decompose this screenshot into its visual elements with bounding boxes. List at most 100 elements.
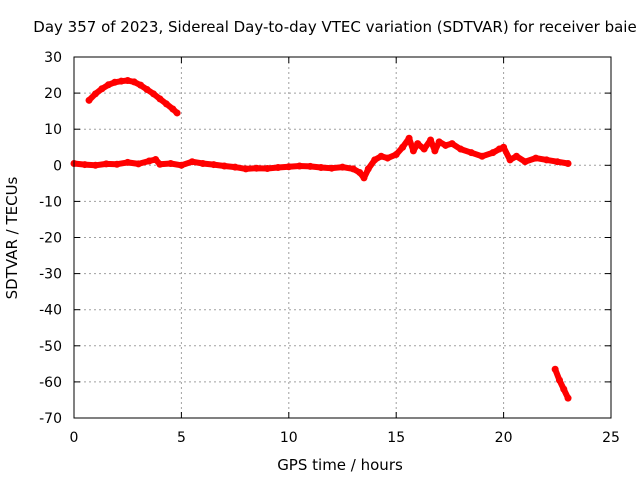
data-layer [70, 76, 572, 402]
data-point [442, 141, 450, 149]
data-point [113, 160, 121, 168]
x-tick-label: 25 [602, 430, 620, 446]
y-axis-label: SDTVAR / TECUs [3, 176, 21, 299]
data-point [448, 140, 456, 148]
y-tick-label: -30 [39, 267, 62, 283]
data-point [111, 78, 119, 86]
data-point [188, 158, 196, 166]
data-point [130, 78, 138, 86]
data-point [356, 169, 364, 177]
data-point [384, 154, 392, 162]
data-point [253, 164, 261, 172]
data-point [339, 163, 346, 171]
x-tick-label: 0 [70, 430, 79, 446]
data-point [349, 165, 357, 173]
data-point [167, 159, 175, 167]
data-point [91, 90, 99, 98]
data-point [409, 147, 417, 155]
data-point [543, 156, 551, 164]
data-point [177, 161, 185, 169]
data-point [285, 163, 293, 171]
data-point [156, 160, 164, 168]
data-point [137, 81, 145, 89]
data-point [377, 152, 385, 160]
data-point [521, 158, 529, 166]
x-tick-label: 20 [495, 430, 513, 446]
data-point [220, 162, 228, 170]
data-point [317, 163, 325, 171]
data-point [102, 160, 110, 168]
x-tick-label: 10 [280, 430, 298, 446]
data-point [91, 161, 99, 169]
data-point [489, 149, 497, 157]
chart-title: Day 357 of 2023, Sidereal Day-to-day VTE… [33, 18, 636, 36]
data-point [274, 163, 282, 171]
y-tick-label: -10 [39, 194, 62, 210]
data-point [296, 162, 304, 170]
data-point [328, 164, 336, 172]
data-point [210, 161, 218, 169]
data-point [532, 154, 540, 162]
y-tick-label: -40 [39, 303, 62, 319]
data-point [506, 156, 514, 164]
y-tick-label: -70 [39, 411, 62, 427]
data-point [435, 138, 443, 146]
data-point [405, 134, 413, 142]
axis-ticks: 0 5 10 15 20 25 -70 -60 -50 -40 -30 -20 -10 0 10 20 30 [39, 50, 620, 446]
data-point [242, 165, 250, 173]
series-lower-drop [552, 366, 571, 402]
data-point [306, 162, 314, 170]
data-point [500, 143, 508, 151]
data-point [149, 90, 157, 98]
data-point [117, 77, 125, 85]
data-point [263, 165, 271, 173]
data-point [231, 163, 239, 171]
data-point [199, 159, 207, 167]
data-point [564, 159, 572, 167]
data-point [360, 174, 368, 182]
data-point [467, 149, 475, 157]
y-tick-label: 0 [53, 158, 62, 174]
grid-lines [74, 57, 611, 418]
y-tick-label: -20 [39, 231, 62, 247]
x-tick-label: 5 [177, 430, 186, 446]
data-point [555, 376, 563, 384]
data-point [85, 96, 93, 104]
data-point [512, 152, 520, 160]
data-point [162, 100, 170, 108]
data-point [478, 152, 486, 160]
data-point [145, 157, 153, 165]
data-point [564, 394, 572, 402]
data-point [156, 95, 164, 103]
y-tick-label: 20 [44, 86, 62, 102]
data-point [364, 165, 372, 173]
data-point [427, 136, 435, 144]
y-tick-label: 30 [44, 50, 62, 66]
data-point [371, 156, 379, 164]
data-point [124, 76, 132, 84]
data-point [457, 145, 465, 153]
data-point [173, 109, 181, 117]
data-point [431, 147, 439, 155]
y-tick-label: 10 [44, 122, 62, 138]
data-point [134, 160, 142, 168]
data-point [420, 145, 428, 153]
data-point [81, 161, 89, 169]
data-point [414, 140, 422, 148]
data-point [553, 158, 561, 166]
data-point [143, 85, 151, 93]
data-point [560, 385, 568, 393]
data-point [98, 85, 106, 93]
data-point [104, 81, 112, 89]
y-tick-label: -60 [39, 375, 62, 391]
x-tick-label: 15 [387, 430, 405, 446]
data-point [392, 150, 400, 158]
data-point [124, 158, 132, 166]
y-tick-label: -50 [39, 339, 62, 355]
x-axis-label: GPS time / hours [277, 456, 403, 474]
data-point [551, 365, 559, 373]
data-point [152, 156, 160, 164]
plot-frame [73, 56, 612, 419]
data-point [399, 143, 407, 151]
